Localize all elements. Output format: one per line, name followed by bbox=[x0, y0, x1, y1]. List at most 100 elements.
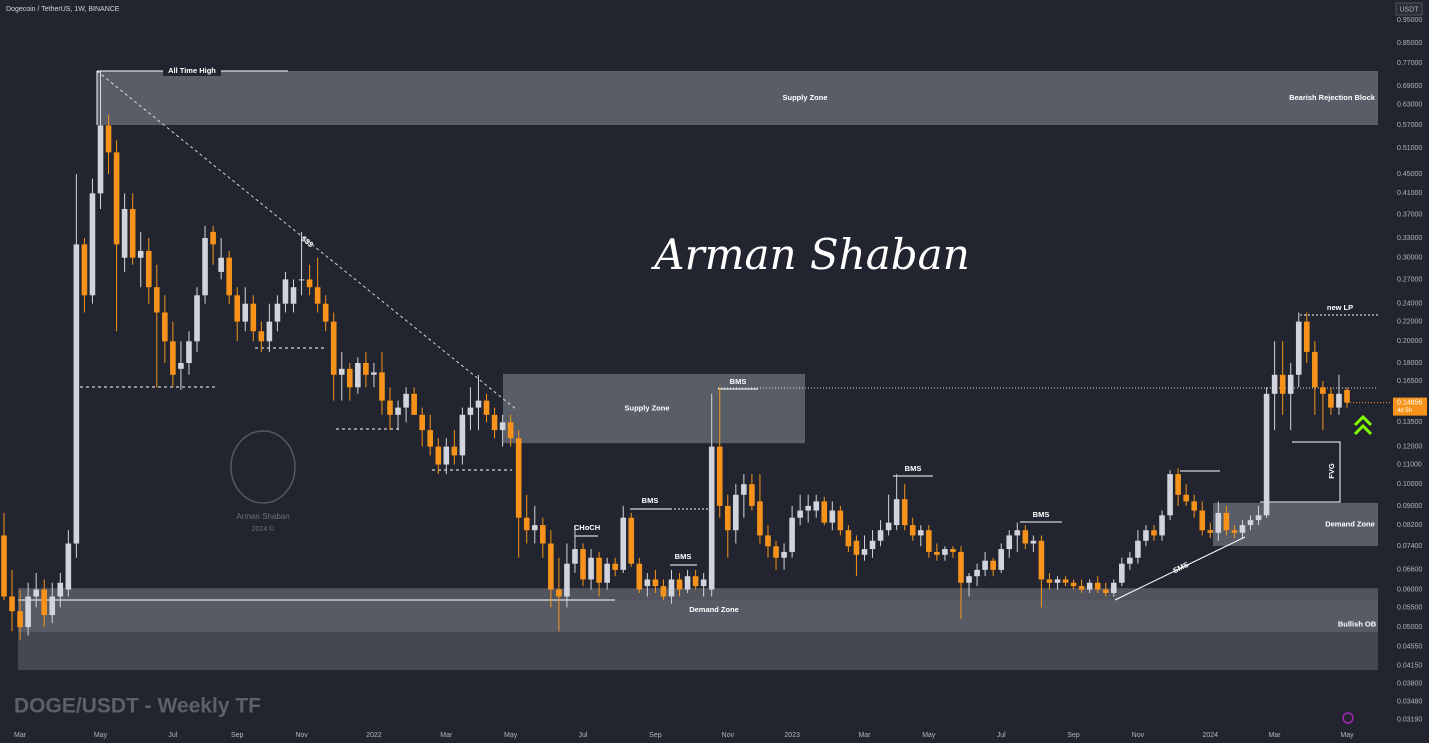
candle-body bbox=[1191, 501, 1198, 511]
candle-body bbox=[258, 331, 265, 342]
candle-body bbox=[1135, 540, 1141, 558]
candle-body bbox=[371, 372, 377, 375]
candle-body bbox=[322, 303, 329, 322]
candle-body bbox=[1344, 389, 1350, 403]
candle-body bbox=[202, 238, 208, 296]
candle-body bbox=[596, 557, 602, 583]
candle-body bbox=[97, 125, 104, 194]
candle-body bbox=[178, 363, 184, 369]
candle-body bbox=[821, 501, 828, 523]
y-tick-label: 0.07400 bbox=[1397, 543, 1422, 550]
candle-body bbox=[1159, 515, 1165, 536]
zone-label: Demand Zone bbox=[1325, 519, 1375, 528]
candle-body bbox=[298, 279, 305, 281]
candle-body bbox=[1127, 557, 1133, 564]
candle-body bbox=[926, 530, 932, 552]
y-tick-label: 0.03800 bbox=[1397, 681, 1422, 688]
x-tick-label: 2024 bbox=[1202, 732, 1218, 739]
candle-body bbox=[347, 368, 353, 388]
bearish-block-label: Bearish Rejection Block bbox=[1289, 93, 1376, 102]
candle-body bbox=[1102, 589, 1109, 593]
icon bbox=[1342, 712, 1354, 724]
zone bbox=[18, 600, 1378, 671]
zone-label: Supply Zone bbox=[783, 93, 828, 102]
candle-body bbox=[556, 589, 562, 597]
candle-body bbox=[507, 422, 514, 439]
x-tick-label: Mar bbox=[1269, 732, 1282, 739]
candle-body bbox=[950, 549, 956, 552]
y-tick-label: 0.51000 bbox=[1397, 145, 1422, 152]
candle-body bbox=[1151, 530, 1157, 536]
candle-body bbox=[676, 579, 683, 590]
candle-body bbox=[636, 563, 643, 590]
candle-body bbox=[113, 152, 120, 245]
y-tick-label: 0.24000 bbox=[1397, 301, 1422, 308]
candle-body bbox=[1287, 374, 1294, 394]
candle-body bbox=[379, 372, 385, 401]
candle-body bbox=[765, 535, 771, 547]
candle-body bbox=[1110, 582, 1117, 593]
candle-body bbox=[1030, 540, 1037, 544]
candle-body bbox=[749, 484, 755, 506]
candle-body bbox=[65, 543, 72, 590]
candle-body bbox=[355, 363, 361, 388]
candle-body bbox=[9, 596, 15, 612]
candle-body bbox=[1054, 579, 1061, 583]
candle-body bbox=[419, 414, 425, 431]
candle-body bbox=[306, 279, 313, 288]
candle-body bbox=[459, 414, 466, 456]
candle-body bbox=[105, 125, 112, 153]
candle-body bbox=[966, 576, 972, 583]
candle-body bbox=[1175, 474, 1181, 495]
candle-body bbox=[290, 287, 297, 304]
fvg-bracket bbox=[1260, 441, 1341, 503]
y-tick-label: 0.45000 bbox=[1397, 171, 1422, 178]
candle-body bbox=[917, 530, 924, 536]
candle-body bbox=[338, 368, 345, 375]
candle-body bbox=[403, 393, 409, 408]
candle-body bbox=[1279, 374, 1286, 394]
candle-body bbox=[893, 499, 900, 526]
candle-body bbox=[1167, 474, 1173, 516]
candle-body bbox=[314, 287, 321, 304]
candle-body bbox=[1271, 374, 1278, 394]
candle-body bbox=[137, 250, 144, 258]
candle-body bbox=[443, 446, 450, 465]
candle-body bbox=[499, 422, 506, 431]
candle-body bbox=[1022, 530, 1029, 544]
y-tick-label: 0.06000 bbox=[1397, 586, 1422, 593]
y-tick-label: 0.04550 bbox=[1397, 643, 1422, 650]
candle-body bbox=[153, 287, 160, 313]
candle-body bbox=[210, 231, 216, 245]
y-axis: USDT 0.95000 0.85000 0.77000 0.69000 0.63000… bbox=[1395, 2, 1423, 724]
signature: Arman Shaban bbox=[650, 230, 970, 279]
candle-body bbox=[1183, 494, 1189, 502]
arrow bbox=[1353, 414, 1373, 427]
x-tick-label: Mar bbox=[14, 732, 27, 739]
candle-body bbox=[515, 438, 522, 518]
zone-label: Demand Zone bbox=[689, 605, 739, 614]
candle-body bbox=[652, 579, 659, 587]
candle-body bbox=[483, 400, 490, 415]
candle-body bbox=[451, 446, 458, 456]
x-tick-label: Jul bbox=[168, 732, 177, 739]
y-tick-label: 0.41000 bbox=[1397, 190, 1422, 197]
y-tick-label: 0.33000 bbox=[1397, 235, 1422, 242]
candle-body bbox=[708, 446, 715, 590]
y-tick-label: 0.16500 bbox=[1397, 378, 1422, 385]
x-tick-label: 2023 bbox=[784, 732, 800, 739]
candle-body bbox=[757, 501, 763, 536]
candle-body bbox=[1239, 525, 1246, 533]
candle-body bbox=[1295, 321, 1302, 375]
zones bbox=[18, 70, 1378, 671]
candle-body bbox=[805, 505, 811, 511]
candle-body bbox=[620, 517, 627, 570]
candle-body bbox=[1119, 563, 1125, 583]
candle-body bbox=[660, 586, 667, 597]
bms-label: BMS bbox=[1033, 510, 1050, 519]
y-tick-label: 0.18000 bbox=[1397, 360, 1422, 367]
candle-body bbox=[692, 576, 699, 587]
x-tick-label: Mar bbox=[440, 732, 453, 739]
candle-body bbox=[990, 560, 996, 570]
zone bbox=[97, 70, 1378, 126]
